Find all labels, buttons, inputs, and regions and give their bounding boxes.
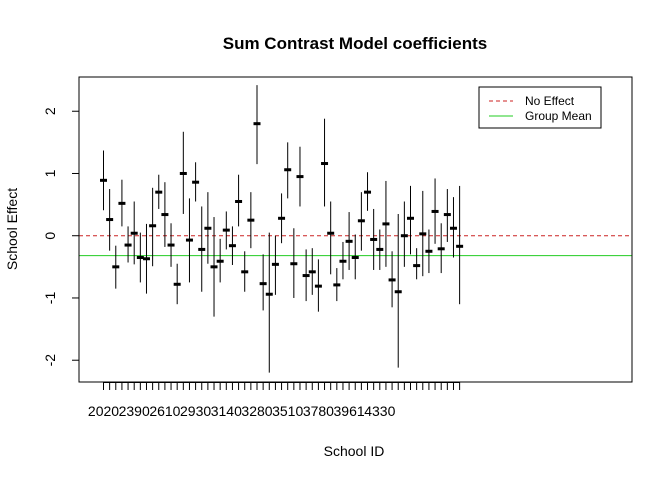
coefficient-point	[364, 190, 372, 194]
coefficient-point	[321, 162, 329, 166]
x-tick-label: 2020	[88, 403, 119, 419]
y-axis-label: School Effect	[4, 188, 20, 270]
coefficient-point	[296, 175, 304, 179]
coefficient-point	[173, 282, 181, 286]
chart-title: Sum Contrast Model coefficients	[223, 34, 487, 53]
coefficient-point	[265, 292, 273, 296]
coefficient-point	[112, 265, 120, 269]
plot-frame	[78, 76, 633, 383]
coefficient-point	[407, 216, 414, 220]
coefficient-point	[136, 256, 144, 260]
coefficient-point	[351, 256, 359, 260]
y-tick-label: -1	[42, 292, 58, 305]
coefficient-point	[192, 180, 200, 184]
coefficient-point	[339, 259, 347, 263]
coefficient-point	[130, 231, 138, 235]
x-tick-label: 2930	[180, 403, 211, 419]
coefficient-point	[204, 226, 212, 230]
coefficient-point	[271, 262, 279, 266]
y-tick-label: 1	[42, 169, 58, 177]
legend-box	[478, 86, 602, 129]
coefficient-point	[278, 216, 286, 220]
coefficient-point	[235, 199, 243, 203]
coefficient-point	[216, 259, 224, 263]
x-tick-label: 3140	[211, 403, 242, 419]
coefficient-point	[345, 239, 353, 243]
coefficient-point	[106, 218, 114, 222]
coefficient-point	[327, 231, 335, 235]
coefficient-point	[437, 247, 445, 251]
coefficient-point	[419, 232, 427, 236]
x-axis: 2020 2390 2610 2930 3140 3280 3510 3780 3961 4330	[88, 382, 461, 419]
x-axis-label: School ID	[324, 443, 385, 459]
coefficient-point	[124, 243, 132, 247]
coefficient-point	[370, 237, 378, 241]
coefficient-point	[425, 249, 433, 253]
coefficient-point	[394, 290, 402, 294]
coefficient-point	[400, 234, 408, 238]
x-tick-label: 2390	[119, 403, 150, 419]
coefficient-point	[388, 278, 396, 282]
coefficient-point	[155, 190, 163, 194]
coefficient-point	[333, 283, 341, 287]
coefficient-point	[228, 244, 236, 248]
y-tick-label: 2	[42, 107, 58, 115]
legend-label-group-mean: Group Mean	[525, 109, 592, 123]
coefficient-point	[431, 209, 439, 213]
coefficient-point	[382, 222, 390, 226]
coefficient-point	[302, 274, 310, 278]
coefficient-point	[222, 228, 230, 232]
coefficient-point	[284, 168, 292, 172]
coefficient-point	[210, 265, 218, 269]
coefficient-point	[259, 282, 267, 286]
coefficient-point	[247, 218, 255, 222]
coefficient-point	[100, 178, 107, 182]
coefficient-point	[456, 244, 464, 248]
y-tick-label: 0	[42, 232, 58, 240]
coefficient-point	[443, 213, 451, 217]
legend-label-no-effect: No Effect	[525, 94, 575, 108]
coefficient-point	[290, 262, 298, 266]
coefficient-point	[142, 257, 150, 261]
coefficient-point	[413, 264, 421, 268]
coefficient-point	[308, 270, 316, 274]
coefficient-point	[179, 171, 187, 175]
x-tick-label: 3780	[303, 403, 334, 419]
coefficient-point	[314, 284, 322, 288]
coefficient-point	[118, 201, 126, 205]
coefficient-point	[449, 226, 457, 230]
x-tick-label: 3280	[241, 403, 272, 419]
coefficient-points	[100, 122, 464, 296]
coefficient-point	[198, 247, 206, 251]
coefficient-point	[149, 224, 157, 228]
y-tick-label: -2	[42, 354, 58, 367]
coefficient-point	[161, 213, 169, 217]
x-tick-label: 3961	[334, 403, 365, 419]
coefficient-point	[376, 247, 384, 251]
coefficient-point	[357, 219, 365, 223]
legend: No Effect Group Mean	[478, 86, 602, 129]
coefficient-point	[185, 238, 193, 242]
coefficient-point	[241, 270, 249, 274]
coefficient-point	[253, 122, 261, 126]
x-tick-label: 2610	[149, 403, 180, 419]
x-tick-label: 3510	[272, 403, 303, 419]
coefficient-point	[167, 243, 175, 247]
x-tick-label: 4330	[364, 403, 395, 419]
